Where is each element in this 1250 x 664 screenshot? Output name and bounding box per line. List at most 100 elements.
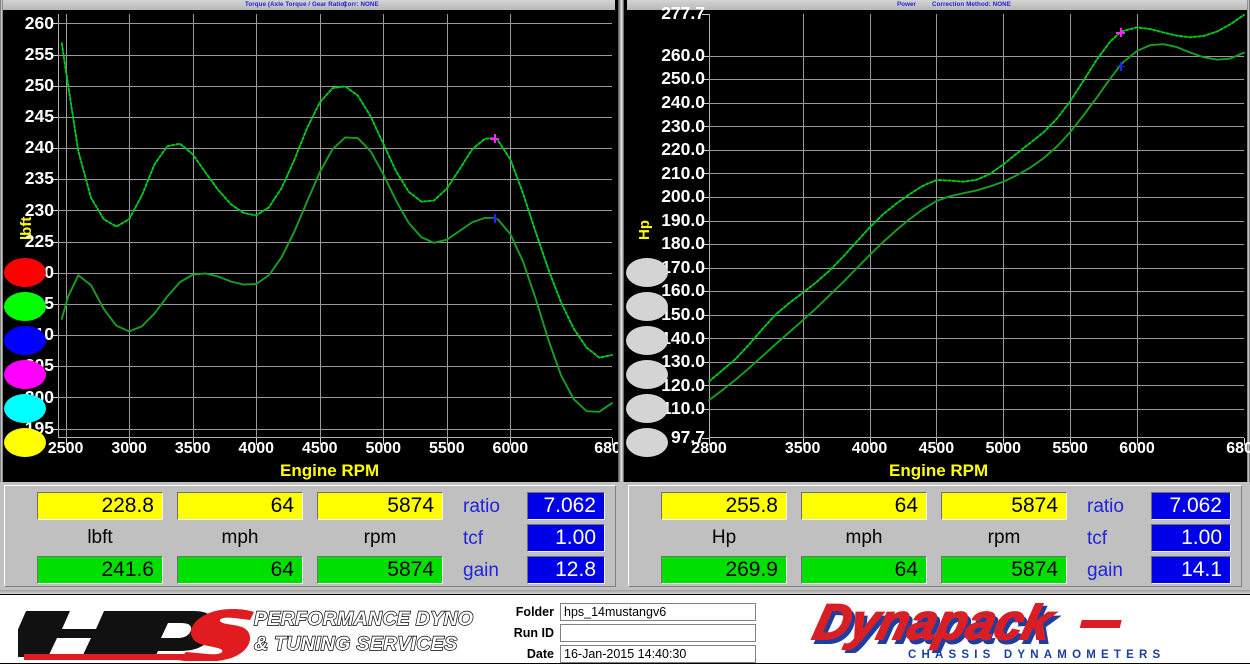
x-axis-tick-label: 5500: [1052, 440, 1088, 457]
grid-line-horizontal: [58, 273, 612, 274]
green-readout-mph[interactable]: 64: [177, 556, 303, 584]
run-id-input[interactable]: [560, 624, 756, 642]
yellow-readout-mph[interactable]: 64: [801, 492, 927, 520]
y-axis-tick: [702, 291, 709, 292]
footer-content: PERFORMANCE DYNO & TUNING SERVICES Folde…: [0, 594, 1250, 664]
hps-logo-mark: [18, 609, 254, 661]
y-axis-tick-label: 220.0: [661, 139, 705, 160]
x-axis-tick-label: 4000: [238, 440, 275, 457]
y-axis-tick: [51, 397, 58, 398]
run-color-cyan[interactable]: [4, 394, 46, 423]
green-readout-value[interactable]: 241.6: [37, 556, 163, 584]
run-color-slot-6[interactable]: [626, 428, 668, 457]
run-color-red[interactable]: [4, 258, 46, 287]
ratio-label: ratio: [1087, 496, 1124, 517]
run-color-magenta[interactable]: [4, 360, 46, 389]
run-color-slot-2[interactable]: [626, 292, 668, 321]
grid-line-horizontal: [709, 79, 1244, 80]
y-axis-tick: [702, 362, 709, 363]
yellow-readout-rpm[interactable]: 5874: [941, 492, 1067, 520]
cursor-marker-blue[interactable]: [490, 213, 500, 223]
y-axis-tick-label: 200.0: [661, 186, 705, 207]
y-axis-tick: [51, 148, 58, 149]
x-axis-tick-label: 3000: [111, 440, 147, 457]
hps-logo-text: PERFORMANCE DYNO & TUNING SERVICES: [253, 607, 504, 657]
y-axis-tick: [702, 197, 709, 198]
grid-line-horizontal: [709, 409, 1244, 410]
torque-readout-panel: 228.8 64 5874 241.6 64 5874 lbft mph rpm ratio 7.0…: [4, 485, 616, 587]
readout-unit-label: lbft: [87, 527, 113, 548]
cursor-marker-magenta[interactable]: [1116, 28, 1126, 38]
y-axis-tick-label: 245: [24, 106, 54, 127]
torque-chart-panel[interactable]: Torque (Axle Torque / Gear Ratio) Corr: …: [0, 0, 630, 482]
readout-unit-label: rpm: [363, 527, 397, 548]
yellow-readout-mph[interactable]: 64: [177, 492, 303, 520]
grid-line-horizontal: [58, 304, 612, 305]
grid-line-vertical: [129, 14, 130, 438]
torque-plot-area[interactable]: [58, 14, 613, 438]
y-axis-tick: [702, 221, 709, 222]
run-color-slot-1[interactable]: [626, 258, 668, 287]
green-readout-value[interactable]: 269.9: [661, 556, 787, 584]
grid-line-vertical: [1070, 14, 1071, 438]
ratio-value[interactable]: 7.062: [1151, 492, 1231, 520]
grid-line-horizontal: [58, 429, 612, 430]
grid-line-horizontal: [709, 126, 1244, 127]
grid-line-horizontal: [709, 244, 1244, 245]
y-axis-tick-label: 255: [24, 43, 54, 64]
x-axis-tick-label: 6000: [1119, 440, 1155, 457]
y-axis-tick: [702, 126, 709, 127]
x-axis-tick: [66, 438, 67, 445]
green-readout-rpm[interactable]: 5874: [317, 556, 443, 584]
green-readout-mph[interactable]: 64: [801, 556, 927, 584]
ratio-value[interactable]: 7.062: [527, 492, 605, 520]
y-axis-tick-label: 130.0: [661, 351, 705, 372]
y-axis-tick: [51, 273, 58, 274]
folder-field-row: Folder hps_14mustangv6: [494, 603, 762, 622]
yellow-readout-value[interactable]: 228.8: [37, 492, 163, 520]
folder-input[interactable]: hps_14mustangv6: [560, 603, 756, 621]
grid-line-horizontal: [709, 291, 1244, 292]
run-color-yellow[interactable]: [4, 428, 46, 457]
panel-bevel-right: [1247, 0, 1250, 482]
power-chart-panel[interactable]: Power Correction Method: NONE Hp Engine …: [624, 0, 1250, 482]
tcf-value[interactable]: 1.00: [527, 524, 605, 552]
run-color-slot-5[interactable]: [626, 394, 668, 423]
grid-line-horizontal: [58, 117, 612, 118]
power-chart-title-bar: Power Correction Method: NONE: [627, 0, 1247, 10]
y-axis-tick-label: 225: [24, 230, 54, 251]
x-axis-tick: [612, 438, 613, 445]
cursor-marker-blue[interactable]: [1116, 61, 1126, 71]
yellow-readout-value[interactable]: 255.8: [661, 492, 787, 520]
x-axis-tick: [383, 438, 384, 445]
grid-line-vertical: [383, 14, 384, 438]
run-color-slot-3[interactable]: [626, 326, 668, 355]
x-axis-tick: [510, 438, 511, 445]
gain-value[interactable]: 12.8: [527, 556, 605, 584]
y-axis-tick-label: 260: [24, 12, 54, 33]
x-axis-tick: [709, 438, 710, 445]
y-axis-tick: [702, 338, 709, 339]
run-color-blue[interactable]: [4, 326, 46, 355]
run-color-slot-4[interactable]: [626, 360, 668, 389]
date-input[interactable]: 16-Jan-2015 14:40:30: [560, 645, 756, 663]
y-axis-tick: [51, 366, 58, 367]
torque-chart-title: Torque (Axle Torque / Gear Ratio): [245, 1, 347, 8]
x-axis-tick: [320, 438, 321, 445]
y-axis-tick-label: 180.0: [661, 233, 705, 254]
tcf-value[interactable]: 1.00: [1151, 524, 1231, 552]
yellow-readout-rpm[interactable]: 5874: [317, 492, 443, 520]
grid-line-horizontal: [709, 268, 1244, 269]
grid-line-horizontal: [58, 23, 612, 24]
y-axis-tick: [702, 173, 709, 174]
gain-value[interactable]: 14.1: [1151, 556, 1231, 584]
x-axis-tick-label: 2500: [47, 440, 84, 457]
x-axis-tick: [1003, 438, 1004, 445]
x-axis-tick-label: 2800: [691, 440, 727, 457]
x-axis-tick: [129, 438, 130, 445]
green-readout-rpm[interactable]: 5874: [941, 556, 1067, 584]
hps-tagline-line1: PERFORMANCE DYNO: [253, 607, 474, 630]
power-plot-area[interactable]: [708, 13, 1245, 438]
cursor-marker-magenta[interactable]: [490, 134, 500, 144]
run-color-green[interactable]: [4, 292, 46, 321]
